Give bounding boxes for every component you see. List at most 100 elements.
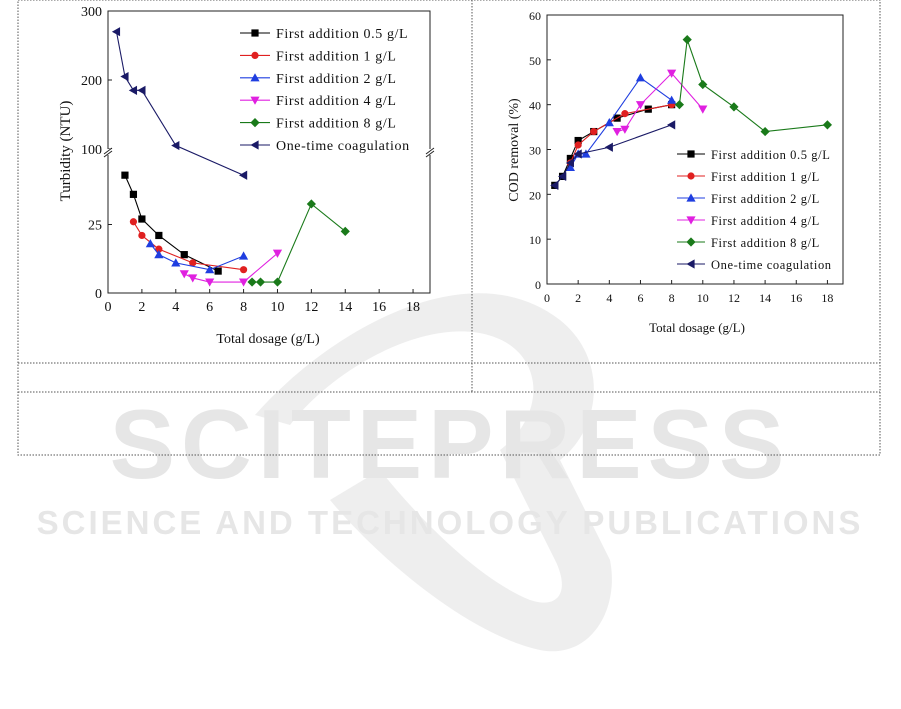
cod-series-group	[550, 35, 833, 190]
axis-break-mark	[103, 147, 113, 155]
legend-marker	[686, 193, 696, 202]
legend-entry: First addition 8 g/L	[240, 117, 396, 132]
data-point	[111, 27, 121, 37]
legend-entry: First addition 1 g/L	[677, 170, 819, 184]
legend-entry: One-time coagulation	[677, 258, 832, 272]
data-point	[272, 277, 283, 287]
series-first-addition-0-5-g-l	[551, 101, 676, 189]
data-point	[550, 180, 559, 190]
cod-x-axis-label: Total dosage (g/L)	[649, 320, 745, 335]
x-tick-label: 14	[759, 291, 771, 305]
cod-y-axis-label: COD removal (%)	[507, 98, 522, 202]
data-point	[566, 154, 574, 163]
legend-marker	[250, 96, 260, 105]
data-point	[565, 162, 575, 172]
watermark: SCITEPRESS SCIENCE AND TECHNOLOGY PUBLIC…	[37, 293, 860, 652]
turbidity-x-axis-label: Total dosage (g/L)	[216, 332, 320, 347]
axis-break-mark	[425, 147, 435, 155]
data-point	[129, 218, 138, 226]
legend-label: One-time coagulation	[276, 139, 410, 154]
series-first-addition-2-g-l	[565, 73, 677, 172]
x-tick-label: 10	[697, 291, 709, 305]
x-tick-label: 16	[790, 291, 802, 305]
series-one-time-coagulation	[111, 27, 248, 180]
turbidity-series-group	[111, 27, 350, 287]
data-point	[180, 251, 188, 259]
data-point	[340, 226, 350, 236]
data-point	[188, 274, 198, 283]
legend-entry: First addition 4 g/L	[240, 94, 397, 109]
y-tick-label: 300	[81, 5, 102, 20]
legend-marker	[687, 150, 695, 158]
data-point	[760, 126, 770, 137]
series-line	[124, 174, 219, 272]
data-point	[189, 259, 197, 267]
y-tick-label: 0	[95, 287, 102, 302]
legend-entry: One-time coagulation	[240, 139, 410, 154]
x-tick-label: 6	[206, 300, 213, 315]
data-point	[155, 245, 163, 253]
data-point	[635, 101, 646, 110]
legend-marker	[250, 118, 260, 128]
legend-label: First addition 4 g/L	[711, 214, 820, 228]
legend-label: First addition 4 g/L	[276, 94, 397, 109]
data-point	[621, 110, 629, 118]
data-point	[238, 251, 249, 260]
data-point	[137, 85, 146, 95]
legend-label: First addition 1 g/L	[276, 49, 397, 64]
data-point	[306, 199, 316, 209]
x-tick-label: 2	[138, 300, 145, 315]
y-tick-label: 60	[529, 9, 541, 23]
series-line	[252, 203, 346, 283]
axis-break-mark	[425, 150, 435, 158]
data-point	[255, 277, 266, 287]
data-point	[667, 120, 676, 130]
x-tick-label: 10	[270, 300, 284, 315]
data-point	[574, 136, 582, 145]
y-tick-label: 100	[81, 143, 102, 158]
legend-label: One-time coagulation	[711, 258, 832, 272]
legend-marker	[686, 216, 696, 225]
y-tick-label: 40	[529, 99, 541, 113]
data-point	[247, 277, 257, 287]
legend-label: First addition 2 g/L	[276, 72, 397, 87]
turbidity-y-axis-label: Turbidity (NTU)	[58, 101, 74, 202]
data-point	[674, 100, 685, 110]
series-first-addition-2-g-l	[145, 239, 249, 274]
y-tick-label: 10	[529, 233, 541, 247]
data-point	[145, 239, 155, 248]
legend-marker	[251, 51, 259, 60]
series-first-addition-8-g-l	[247, 199, 350, 287]
data-point	[574, 141, 582, 149]
data-point	[129, 190, 138, 198]
data-point	[573, 149, 582, 159]
series-line	[616, 72, 704, 133]
data-point	[238, 170, 248, 180]
legend-label: First addition 2 g/L	[711, 192, 820, 206]
y-tick-label: 0	[535, 278, 541, 292]
legend-label: First addition 8 g/L	[711, 236, 820, 250]
x-tick-label: 18	[821, 291, 833, 305]
legend-entry: First addition 2 g/L	[677, 192, 820, 206]
turbidity-legend: First addition 0.5 g/L First addition 1 g…	[240, 27, 410, 154]
legend-entry: First addition 1 g/L	[240, 49, 397, 64]
data-point	[620, 125, 630, 134]
data-point	[590, 127, 598, 136]
data-point	[138, 215, 146, 223]
legend-entry: First addition 0.5 g/L	[240, 27, 408, 42]
data-point	[239, 266, 248, 274]
data-point	[667, 69, 677, 78]
axis-break-gap	[426, 149, 434, 155]
x-tick-label: 14	[338, 300, 352, 315]
x-tick-label: 6	[637, 291, 643, 305]
data-point	[565, 158, 574, 168]
x-tick-label: 2	[575, 291, 581, 305]
cod-legend: First addition 0.5 g/L First addition 1 g…	[677, 148, 832, 272]
data-point	[154, 250, 164, 259]
x-tick-label: 0	[105, 300, 112, 315]
legend-entry: First addition 0.5 g/L	[677, 148, 830, 162]
watermark-title: SCITEPRESS	[110, 389, 791, 499]
x-tick-label: 0	[544, 291, 550, 305]
series-one-time-coagulation	[550, 120, 676, 190]
series-first-addition-4-g-l	[612, 69, 708, 137]
